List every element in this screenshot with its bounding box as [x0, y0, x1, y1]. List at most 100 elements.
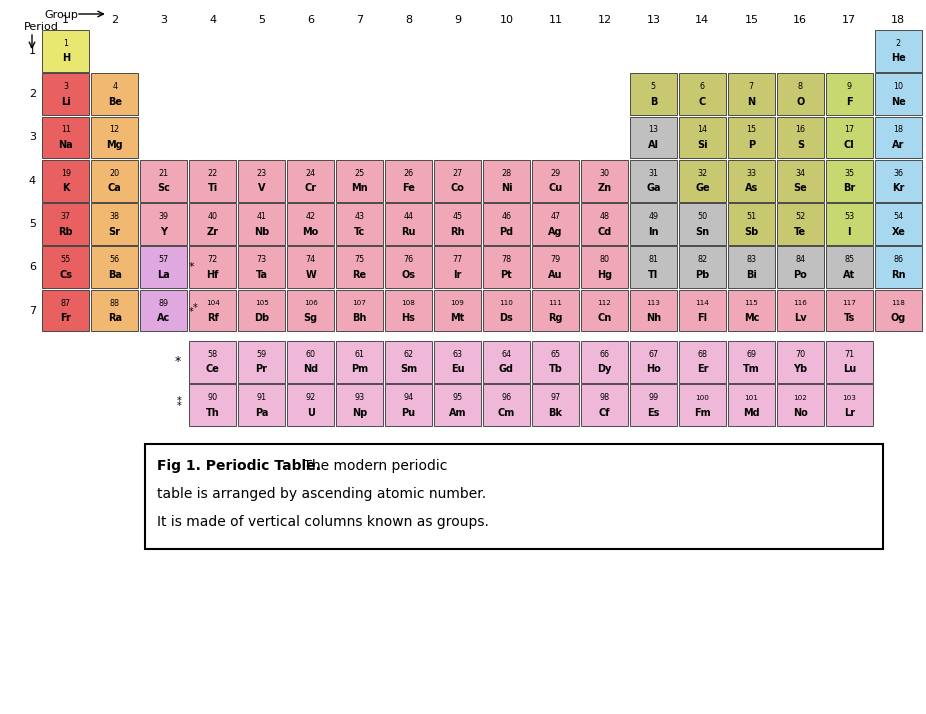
Text: 61: 61	[355, 350, 365, 359]
Text: Fm: Fm	[694, 408, 710, 418]
Text: Yb: Yb	[794, 364, 807, 374]
Text: 74: 74	[306, 255, 316, 264]
FancyBboxPatch shape	[728, 74, 775, 115]
FancyBboxPatch shape	[145, 444, 883, 549]
FancyBboxPatch shape	[777, 290, 824, 331]
FancyBboxPatch shape	[385, 290, 432, 331]
FancyBboxPatch shape	[140, 246, 187, 288]
Text: 49: 49	[648, 212, 658, 221]
Text: Tl: Tl	[648, 270, 658, 280]
Text: B: B	[650, 96, 657, 106]
FancyBboxPatch shape	[532, 290, 579, 331]
Text: 3: 3	[29, 132, 36, 142]
Text: No: No	[793, 408, 807, 418]
Text: Ce: Ce	[206, 364, 219, 374]
Text: 117: 117	[843, 300, 857, 306]
Text: 7: 7	[29, 306, 36, 316]
FancyBboxPatch shape	[826, 290, 873, 331]
Text: 2: 2	[29, 89, 36, 99]
Text: 80: 80	[599, 255, 609, 264]
Text: 57: 57	[158, 255, 169, 264]
Text: *: *	[188, 262, 194, 272]
FancyBboxPatch shape	[385, 203, 432, 245]
Text: 101: 101	[745, 395, 758, 401]
Text: Sm: Sm	[400, 364, 417, 374]
FancyBboxPatch shape	[91, 116, 139, 159]
Text: 107: 107	[353, 300, 367, 306]
FancyBboxPatch shape	[826, 116, 873, 159]
Text: 86: 86	[894, 255, 903, 264]
Text: U: U	[307, 408, 315, 418]
FancyBboxPatch shape	[42, 116, 90, 159]
Text: Np: Np	[352, 408, 368, 418]
FancyBboxPatch shape	[874, 30, 922, 72]
Text: Mt: Mt	[450, 313, 465, 323]
Text: 13: 13	[648, 126, 658, 134]
Text: Cd: Cd	[597, 226, 611, 236]
Text: 28: 28	[501, 169, 511, 178]
Text: Hg: Hg	[597, 270, 612, 280]
Text: 7: 7	[749, 82, 754, 91]
Text: *: *	[175, 356, 181, 368]
Text: 2: 2	[895, 39, 901, 48]
FancyBboxPatch shape	[777, 160, 824, 201]
Text: 38: 38	[109, 212, 119, 221]
FancyBboxPatch shape	[140, 290, 187, 331]
Text: Tb: Tb	[548, 364, 562, 374]
Text: Nb: Nb	[254, 226, 269, 236]
Text: Ra: Ra	[107, 313, 121, 323]
Text: 50: 50	[697, 212, 707, 221]
Text: Sn: Sn	[695, 226, 709, 236]
FancyBboxPatch shape	[482, 246, 531, 288]
Text: 46: 46	[502, 212, 511, 221]
FancyBboxPatch shape	[630, 160, 677, 201]
FancyBboxPatch shape	[826, 384, 873, 426]
Text: W: W	[306, 270, 316, 280]
Text: 97: 97	[550, 393, 560, 402]
FancyBboxPatch shape	[482, 341, 531, 383]
FancyBboxPatch shape	[532, 160, 579, 201]
Text: It is made of vertical columns known as groups.: It is made of vertical columns known as …	[156, 515, 489, 529]
Text: 30: 30	[599, 169, 609, 178]
FancyBboxPatch shape	[532, 203, 579, 245]
Text: *: *	[193, 303, 197, 313]
Text: 6: 6	[29, 262, 36, 272]
Text: 1: 1	[63, 39, 69, 48]
Text: 66: 66	[599, 350, 609, 359]
FancyBboxPatch shape	[630, 203, 677, 245]
Text: 48: 48	[599, 212, 609, 221]
Text: *: *	[188, 306, 194, 316]
FancyBboxPatch shape	[679, 384, 726, 426]
Text: 89: 89	[158, 298, 169, 308]
Text: Md: Md	[743, 408, 759, 418]
Text: Zr: Zr	[206, 226, 219, 236]
Text: 15: 15	[746, 126, 757, 134]
Text: 71: 71	[845, 350, 855, 359]
Text: 70: 70	[795, 350, 806, 359]
Text: 15: 15	[745, 15, 758, 25]
FancyBboxPatch shape	[679, 203, 726, 245]
Text: Y: Y	[160, 226, 168, 236]
Text: 111: 111	[548, 300, 562, 306]
Text: Pm: Pm	[351, 364, 369, 374]
Text: P: P	[748, 140, 755, 150]
FancyBboxPatch shape	[679, 341, 726, 383]
FancyBboxPatch shape	[385, 341, 432, 383]
Text: Fl: Fl	[697, 313, 707, 323]
Text: 41: 41	[257, 212, 267, 221]
Text: 1: 1	[62, 15, 69, 25]
Text: 19: 19	[61, 169, 70, 178]
Text: At: At	[844, 270, 856, 280]
Text: H: H	[62, 54, 69, 64]
FancyBboxPatch shape	[826, 160, 873, 201]
Text: 43: 43	[355, 212, 365, 221]
Text: 52: 52	[795, 212, 806, 221]
Text: 93: 93	[355, 393, 365, 402]
Text: 118: 118	[892, 300, 906, 306]
FancyBboxPatch shape	[630, 74, 677, 115]
Text: Rb: Rb	[58, 226, 73, 236]
Text: Cs: Cs	[59, 270, 72, 280]
Text: Fr: Fr	[60, 313, 71, 323]
Text: Cl: Cl	[844, 140, 855, 150]
Text: Xe: Xe	[892, 226, 906, 236]
